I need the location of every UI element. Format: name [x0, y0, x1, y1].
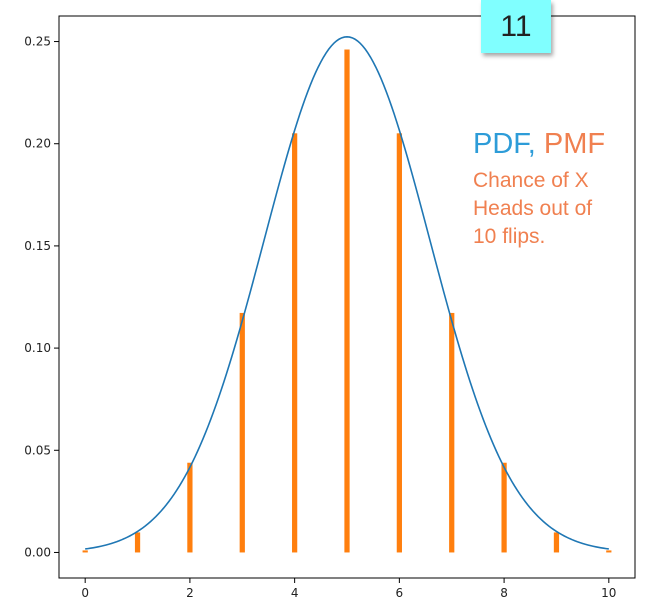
y-tick-label: 0.00: [24, 545, 51, 559]
y-tick-label: 0.05: [24, 443, 51, 457]
pmf-bar: [187, 462, 193, 553]
pmf-bar: [501, 462, 507, 553]
legend-description-line: 10 flips.: [473, 225, 546, 248]
pmf-bar: [134, 532, 141, 553]
slide-number: 11: [500, 9, 532, 43]
legend: PDF, PMF Chance of X Heads out of 10 fli…: [473, 125, 605, 251]
x-axis: 0 2 4 6 8 10: [81, 578, 616, 600]
legend-description: Chance of X Heads out of 10 flips.: [473, 167, 605, 251]
pmf-bar: [553, 532, 560, 553]
legend-pdf-label: PDF,: [473, 128, 536, 160]
pmf-bar: [292, 133, 298, 553]
pmf-bar: [606, 550, 612, 553]
y-axis: 0.00 0.05 0.10 0.15 0.20 0.25: [24, 35, 59, 559]
legend-heading: PDF, PMF: [473, 125, 605, 163]
x-tick-label: 10: [601, 586, 616, 600]
x-tick-label: 6: [396, 586, 404, 600]
pmf-bar: [344, 49, 350, 553]
y-tick-label: 0.20: [24, 137, 51, 151]
slide-number-badge: 11: [481, 0, 551, 53]
legend-pmf-label: PMF: [543, 128, 606, 160]
pdf-curve: [85, 36, 609, 550]
x-tick-label: 2: [186, 586, 194, 600]
legend-description-line: Chance of X: [473, 169, 589, 192]
pmf-bar: [239, 312, 245, 553]
chart-marks: [82, 36, 612, 553]
pmf-bar: [82, 550, 88, 553]
pmf-bar: [449, 312, 455, 553]
x-tick-label: 4: [291, 586, 299, 600]
y-tick-label: 0.25: [24, 35, 51, 49]
pmf-bar: [396, 133, 402, 553]
x-tick-label: 8: [500, 586, 508, 600]
y-tick-label: 0.15: [24, 239, 51, 253]
legend-description-line: Heads out of: [473, 197, 593, 220]
x-tick-label: 0: [81, 586, 89, 600]
y-tick-label: 0.10: [24, 341, 51, 355]
